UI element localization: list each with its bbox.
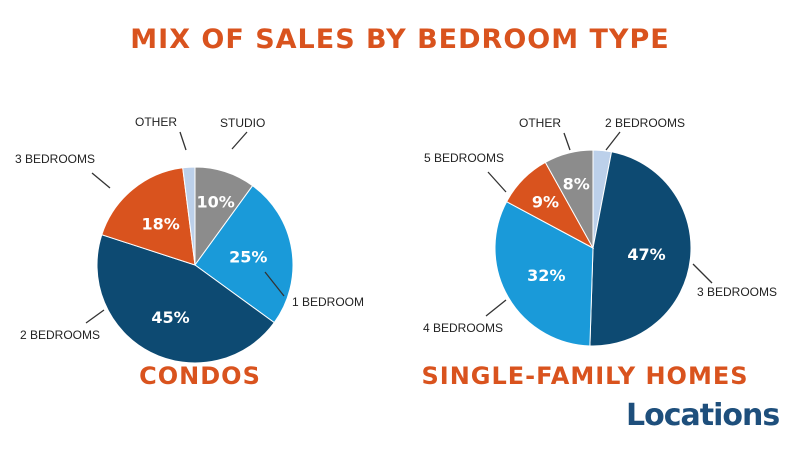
slice-value-2-bedrooms: 45% bbox=[151, 308, 189, 327]
category-label-2-bedrooms: 2 BEDROOMS bbox=[605, 116, 685, 130]
locations-logo: Locations bbox=[626, 398, 780, 433]
leader-line-3-bedrooms bbox=[91, 172, 111, 189]
slice-value-other: 8% bbox=[563, 174, 590, 193]
category-label-3-bedrooms: 3 BEDROOMS bbox=[15, 152, 95, 166]
single-family-homes-chart-title: SINGLE-FAMILY HOMES bbox=[421, 362, 749, 390]
leader-line-other bbox=[179, 131, 187, 151]
slice-value-1-bedroom: 25% bbox=[229, 248, 267, 267]
single-family-homes-pie-chart: 2 BEDROOMS 47% 3 BEDROOMS 32% 4 BEDROOMS 9% 5 … bbox=[423, 116, 777, 347]
condos-chart-title: CONDOS bbox=[139, 362, 261, 390]
leader-line-4-bedrooms bbox=[485, 299, 507, 317]
slice-value-4-bedrooms: 32% bbox=[527, 266, 565, 285]
category-label-4-bedrooms: 4 BEDROOMS bbox=[423, 321, 503, 335]
pie-slice-1-bedroom bbox=[194, 185, 294, 324]
page-title: MIX OF SALES BY BEDROOM TYPE bbox=[130, 24, 670, 55]
category-label-other: OTHER bbox=[519, 116, 561, 130]
category-label-studio: STUDIO bbox=[220, 116, 265, 130]
pie-slice-3-bedrooms bbox=[589, 151, 692, 347]
pie-slice-other bbox=[182, 166, 196, 266]
pie-slice-other bbox=[544, 149, 594, 250]
category-label-3-bedrooms: 3 BEDROOMS bbox=[697, 285, 777, 299]
leader-line-studio bbox=[231, 131, 248, 150]
category-label-5-bedrooms: 5 BEDROOMS bbox=[424, 151, 504, 165]
slice-value-3-bedrooms: 18% bbox=[141, 214, 179, 233]
pie-slice-2-bedrooms bbox=[96, 234, 275, 364]
category-label-2-bedrooms: 2 BEDROOMS bbox=[20, 328, 100, 342]
leader-line-1-bedroom bbox=[264, 271, 285, 297]
category-label-1-bedroom: 1 BEDROOM bbox=[292, 295, 364, 309]
leader-line-2-bedrooms bbox=[85, 309, 105, 324]
slice-value-3-bedrooms: 47% bbox=[627, 245, 665, 264]
leader-line-other bbox=[563, 132, 571, 151]
leader-line-5-bedrooms bbox=[487, 171, 507, 193]
category-label-other: OTHER bbox=[135, 115, 177, 129]
condos-pie-chart: 10% STUDIO 25% 1 BEDROOM 45% 2 BEDROOMS 18% 3 B… bbox=[15, 115, 364, 364]
leader-line-2-bedrooms bbox=[605, 131, 621, 151]
pie-slice-3-bedrooms bbox=[101, 167, 196, 266]
leader-line-3-bedrooms bbox=[692, 263, 713, 284]
slice-value-studio: 10% bbox=[196, 193, 234, 212]
pie-slice-4-bedrooms bbox=[494, 201, 594, 347]
slice-value-5-bedrooms: 9% bbox=[532, 192, 559, 211]
